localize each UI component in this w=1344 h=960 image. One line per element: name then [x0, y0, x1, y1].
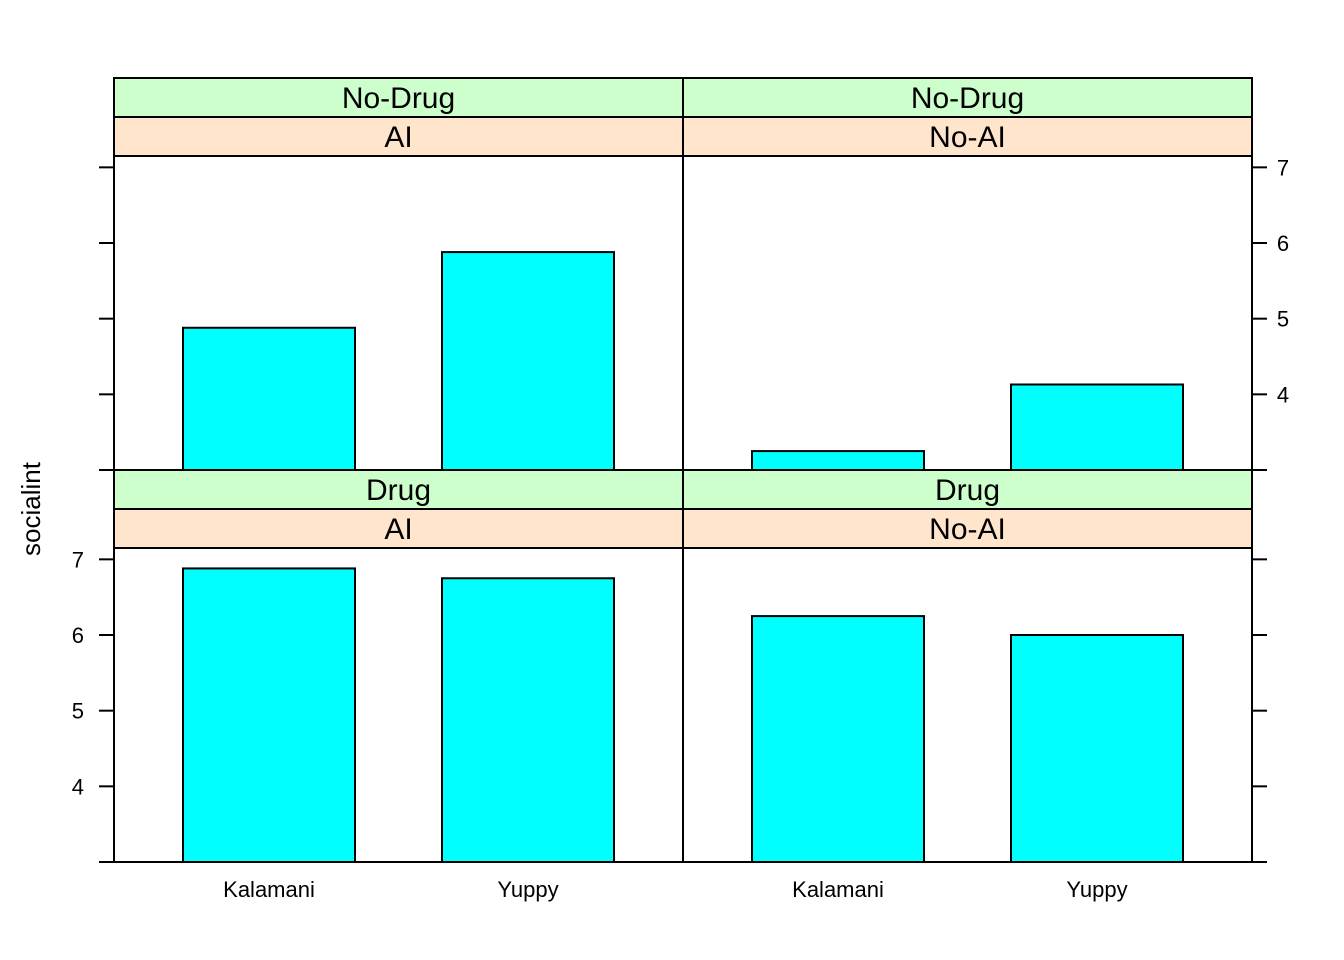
strip-ai-label-0: AI [384, 121, 412, 154]
y-tick-label-left-5: 5 [72, 699, 84, 724]
strip-ai-label-3: No-AI [929, 513, 1006, 546]
strip-ai-0 [113, 116, 684, 157]
strip-drug-3 [682, 469, 1253, 510]
y-tick-label-left-4: 4 [72, 774, 84, 799]
x-tick-label-1-0: Kalamani [792, 877, 884, 902]
strip-drug-label-2: Drug [366, 474, 431, 507]
bar-3-0 [751, 615, 925, 863]
y-tick-label-right-6: 6 [1277, 231, 1289, 256]
strip-drug-label-1: No-Drug [911, 82, 1024, 115]
x-tick-label-0-0: Kalamani [223, 877, 315, 902]
strip-ai-3 [682, 508, 1253, 549]
bar-0-0 [182, 326, 356, 471]
x-tick-label-0-1: Yuppy [497, 877, 558, 902]
panel-border-3 [682, 547, 1253, 863]
bar-2-0 [182, 567, 356, 863]
y-axis-label: socialint [16, 461, 46, 556]
strip-drug-label-0: No-Drug [342, 82, 455, 115]
strip-drug-0 [113, 77, 684, 118]
strip-drug-label-3: Drug [935, 474, 1000, 507]
strip-ai-label-1: No-AI [929, 121, 1006, 154]
strip-drug-1 [682, 77, 1253, 118]
strip-ai-2 [113, 508, 684, 549]
y-tick-label-right-7: 7 [1277, 155, 1289, 180]
bar-1-0 [751, 450, 925, 472]
strip-ai-label-2: AI [384, 513, 412, 546]
bar-2-1 [441, 577, 615, 864]
y-tick-label-right-5: 5 [1277, 307, 1289, 332]
y-tick-label-left-6: 6 [72, 623, 84, 648]
y-tick-label-right-4: 4 [1277, 382, 1289, 407]
bar-0-1 [441, 251, 615, 471]
strip-ai-1 [682, 116, 1253, 157]
y-tick-label-left-7: 7 [72, 547, 84, 572]
x-tick-label-1-1: Yuppy [1066, 877, 1127, 902]
bar-1-1 [1010, 383, 1184, 471]
bar-3-1 [1010, 634, 1184, 863]
